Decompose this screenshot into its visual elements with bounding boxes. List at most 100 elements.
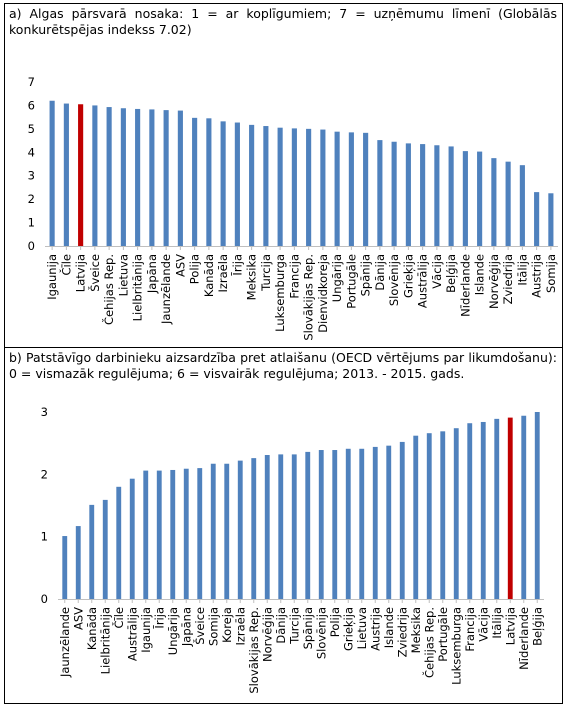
chart-a-category-label: Šveice: [87, 254, 102, 292]
chart-a-bar: [106, 107, 112, 246]
chart-a: 0 1 2 3 4 5 6 7 Igaunija Čīle Latvija Šveice Čehijas…: [28, 75, 558, 341]
chart-a-ytick: 4: [28, 145, 35, 159]
chart-b-bar: [534, 412, 540, 599]
chart-a-bar: [548, 193, 554, 246]
chart-a-category-label: Lietuva: [116, 254, 130, 296]
chart-a-category-label: ASV: [173, 254, 187, 277]
chart-a-bar: [391, 141, 397, 246]
chart-a-bar: [120, 108, 126, 247]
chart-b-bar: [507, 417, 513, 599]
chart-a-bar: [220, 121, 226, 246]
chart-b-bar: [399, 441, 405, 599]
chart-a-bar: [234, 122, 240, 246]
chart-b-category-label: Latvija: [503, 607, 517, 645]
chart-b-category-label: Jaunzēlande: [58, 607, 72, 678]
chart-a-category-label: Latvija: [74, 254, 88, 292]
chart-b-category-label: Austrālija: [125, 607, 139, 661]
chart-b-bar: [102, 499, 108, 599]
chart-a-category-label: Norvēģija: [487, 254, 501, 309]
chart-b-bar: [345, 448, 351, 599]
chart-a-category-label: Itālija: [515, 254, 529, 286]
chart-a-category-label: Spānija: [359, 254, 373, 296]
chart-b-category-label: Luksemburga: [449, 607, 463, 685]
chart-a-category-label: Nīderlande: [458, 254, 472, 317]
chart-a-bar: [405, 143, 411, 246]
chart-a-bar: [277, 127, 283, 246]
chart-b-bar: [291, 454, 297, 599]
chart-a-bar: [363, 132, 369, 246]
chart-a-bar: [448, 146, 454, 246]
chart-b-bar: [197, 468, 203, 599]
chart-b-category-label: Vācija: [476, 607, 490, 642]
chart-b-category-label: Čehijas Rep.: [421, 607, 436, 678]
chart-a-category-label: Igaunija: [45, 254, 59, 300]
chart-a-bar: [377, 140, 383, 246]
chart-b-category-label: Šveice: [192, 607, 207, 645]
chart-a-bar: [477, 151, 483, 246]
chart-a-bar: [462, 151, 468, 246]
chart-b-category-label: Austrija: [368, 607, 382, 651]
chart-a-category-label: Luksemburga: [273, 254, 287, 332]
chart-b-bar: [413, 435, 419, 599]
chart-b-bar: [521, 415, 527, 599]
chart-b-bar: [305, 451, 311, 599]
chart-b: 0 1 2 3 Jaunzēlande ASV Kanāda Lielbritānija Čīl…: [41, 405, 545, 694]
chart-b-category-label: Polija: [328, 607, 342, 637]
chart-b-category-label: Japāna: [179, 607, 193, 647]
chart-a-ytick: 2: [28, 192, 35, 206]
chart-panel-a: a) Algas pārsvarā nosaka: 1 = ar koplīgu…: [4, 3, 563, 348]
chart-a-category-label: Dānija: [373, 254, 387, 291]
chart-b-category-label: Slovākijas Rep.: [247, 607, 261, 694]
chart-a-bar: [505, 161, 511, 246]
chart-b-category-label: Lietuva: [355, 607, 369, 649]
chart-a-bar: [135, 108, 141, 246]
chart-a-bar: [519, 165, 525, 246]
chart-b-bar: [426, 433, 432, 599]
chart-b-bar: [75, 526, 81, 599]
chart-b-bar: [210, 463, 216, 599]
chart-a-ytick: 0: [28, 239, 35, 253]
chart-a-ytick: 6: [28, 98, 35, 112]
chart-b-bar: [224, 463, 230, 599]
chart-a-bar: [491, 158, 497, 246]
chart-b-ytick: 0: [41, 592, 48, 606]
chart-b-category-label: Meksika: [409, 607, 423, 653]
chart-b-bar: [62, 536, 68, 599]
chart-b-bar: [170, 469, 176, 599]
chart-b-bar: [264, 455, 270, 599]
chart-b-bar: [183, 468, 189, 599]
chart-a-bar: [163, 110, 169, 246]
chart-b-category-label: Izraēla: [233, 607, 247, 646]
chart-a-bar: [434, 145, 440, 246]
chart-b-bar: [480, 421, 486, 599]
chart-a-category-label: Islande: [473, 254, 487, 295]
chart-a-category-label: Meksika: [245, 254, 259, 300]
chart-b-category-label: Zviedrija: [395, 607, 409, 657]
chart-a-category-label: Kanāda: [202, 254, 216, 297]
chart-b-bar: [278, 454, 284, 599]
chart-b-category-label: Grieķija: [341, 607, 355, 651]
chart-a-category-label: Japāna: [145, 254, 159, 294]
chart-b-category-label: Turcija: [287, 607, 301, 645]
chart-b-bar: [372, 446, 378, 599]
chart-b-category-label: Beļģija: [530, 607, 544, 646]
chart-b-category-label: Lielbritānija: [98, 607, 112, 674]
chart-panel-b: b) Patstāvīgo darbinieku aizsardzība pre…: [4, 347, 563, 704]
chart-b-category-label: Portugāle: [436, 607, 450, 662]
chart-a-bar: [306, 128, 312, 246]
chart-a-bar: [49, 100, 55, 246]
chart-b-ytick: 3: [41, 405, 48, 419]
chart-b-bar: [332, 450, 338, 599]
chart-a-bar: [63, 103, 69, 246]
chart-a-category-label: Francija: [287, 254, 301, 299]
chart-a-category-label: Portugāle: [344, 254, 358, 309]
chart-a-category-label: Slovēnija: [387, 254, 401, 306]
chart-a-bar: [320, 129, 326, 246]
chart-b-bar: [359, 448, 365, 599]
chart-a-bar: [149, 109, 155, 246]
chart-a-category-label: Beļģija: [444, 254, 458, 293]
chart-a-category-label: Izraēla: [216, 254, 230, 293]
chart-a-category-label: Čīle: [58, 254, 73, 276]
chart-b-bar: [237, 460, 243, 599]
chart-b-category-label: Īrija: [152, 607, 166, 629]
